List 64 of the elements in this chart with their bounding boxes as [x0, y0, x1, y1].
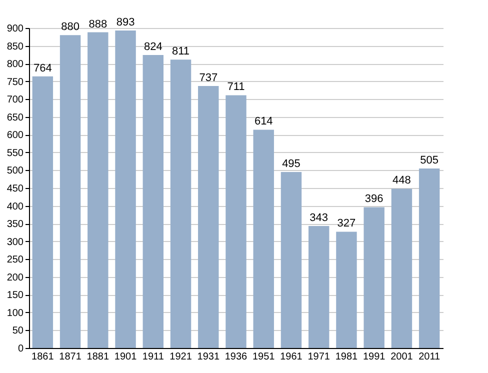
y-tick-label: 500 [6, 166, 24, 177]
bar [115, 30, 136, 348]
x-tick-label: 1861 [32, 352, 54, 362]
data-label: 495 [282, 158, 300, 170]
bar [336, 232, 357, 348]
y-tick-label: 900 [6, 24, 24, 34]
y-tick-label: 0 [18, 344, 24, 354]
data-label: 824 [144, 41, 162, 54]
x-tick-label: 1911 [142, 352, 164, 362]
bar [170, 60, 192, 348]
data-label: 888 [88, 18, 108, 30]
bar [364, 207, 384, 348]
y-tick-label: 400 [6, 201, 24, 212]
y-tick-label: 250 [6, 254, 24, 266]
x-tick-label: 1921 [170, 352, 192, 362]
bar [418, 168, 440, 348]
data-label: 396 [364, 193, 384, 206]
data-label: 893 [116, 16, 135, 28]
y-tick-label: 850 [6, 41, 24, 52]
data-label: 327 [337, 218, 356, 230]
x-tick-label: 1901 [114, 352, 138, 362]
x-tick-label: 1931 [197, 352, 220, 362]
y-tick-label: 650 [6, 112, 24, 124]
y-tick-label: 800 [6, 59, 24, 70]
x-tick-label: 1936 [224, 352, 248, 362]
y-tick-label: 700 [6, 94, 24, 106]
data-label: 880 [61, 21, 80, 34]
data-label: 737 [199, 72, 218, 84]
y-tick-label: 100 [6, 308, 24, 319]
x-tick-label: 1951 [252, 352, 276, 362]
x-tick-label: 1871 [59, 352, 82, 362]
y-tick-label: 450 [6, 184, 24, 194]
x-tick-label: 2011 [418, 352, 441, 362]
bar [308, 226, 330, 348]
y-tick-label: 600 [6, 130, 24, 142]
x-tick-label: 1971 [308, 352, 330, 362]
y-tick-label: 750 [6, 76, 24, 88]
data-label: 614 [254, 116, 273, 128]
x-tick-label: 1991 [362, 352, 386, 362]
bar [253, 130, 274, 348]
x-tick-label: 1961 [280, 352, 303, 362]
y-tick-label: 50 [12, 326, 24, 337]
x-tick-label: 2001 [390, 352, 414, 362]
data-label: 811 [172, 46, 190, 58]
bar [142, 55, 164, 348]
data-label: 505 [420, 154, 439, 166]
bar [88, 32, 108, 348]
bar [60, 35, 81, 348]
bar [391, 188, 412, 348]
data-label: 343 [310, 212, 328, 224]
bar [226, 95, 246, 348]
y-tick-label: 150 [6, 290, 24, 302]
x-tick-label: 1881 [86, 352, 110, 362]
bar [32, 76, 54, 348]
bar [198, 86, 219, 348]
y-tick-label: 350 [6, 219, 24, 230]
data-label: 764 [33, 62, 52, 74]
x-tick-label: 1981 [335, 352, 358, 362]
y-tick-label: 550 [6, 148, 24, 159]
y-tick-label: 300 [6, 236, 24, 248]
data-label: 448 [392, 174, 411, 187]
data-label: 711 [227, 81, 245, 94]
y-tick-label: 200 [6, 272, 24, 284]
bar [280, 172, 302, 348]
